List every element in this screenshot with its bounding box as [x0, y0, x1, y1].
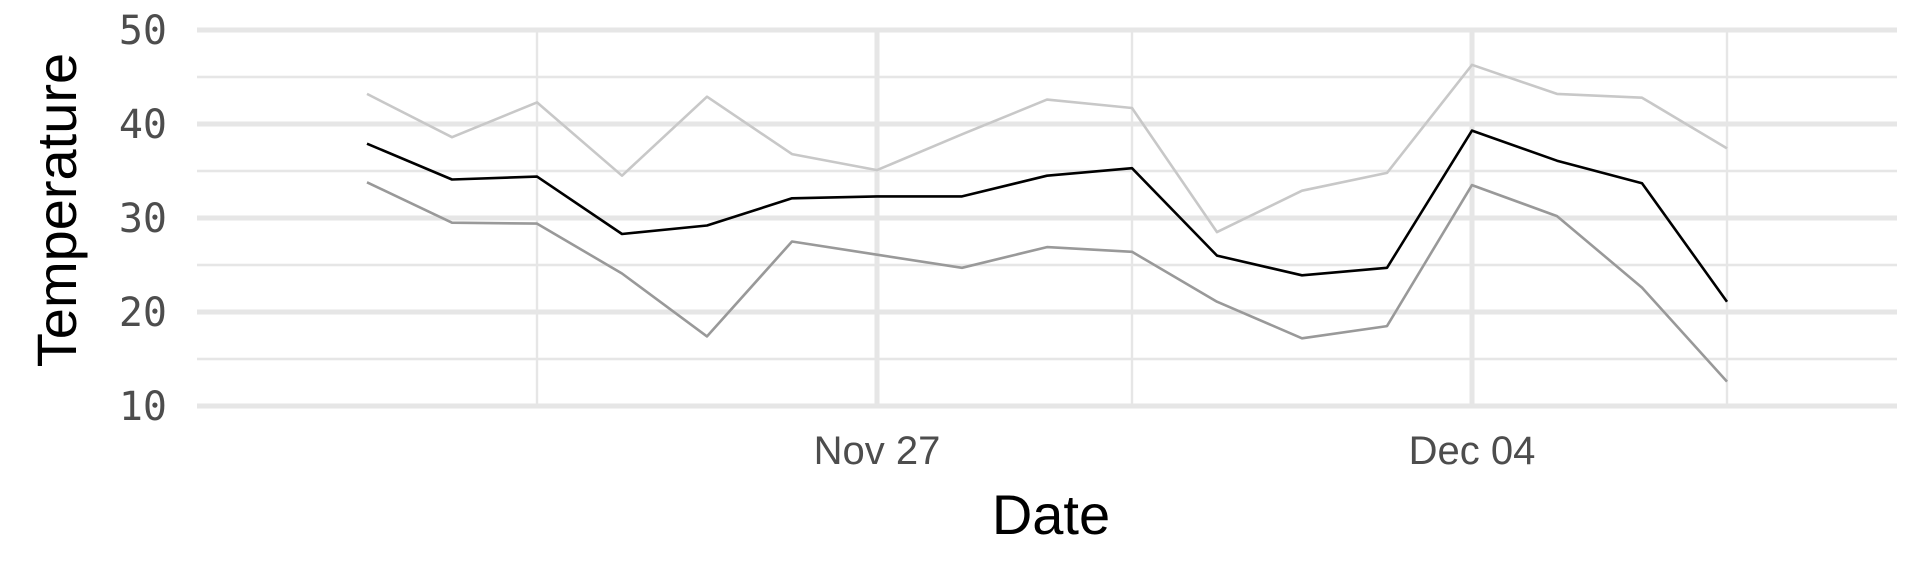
series-line-lower: [366, 181, 1728, 383]
y-axis-title: Temperature: [25, 53, 88, 367]
x-tick-labels: Nov 27 Dec 04: [814, 429, 1536, 473]
y-tick-labels: 10 20 30 40 50: [119, 8, 167, 430]
x-tick-label: Nov 27: [814, 429, 941, 473]
grid-lines: [197, 27, 1897, 409]
y-tick-label: 30: [119, 196, 167, 242]
x-tick-label: Dec 04: [1409, 429, 1536, 473]
series-lines: [366, 63, 1729, 383]
y-tick-label: 50: [119, 8, 167, 54]
series-line-mean: [366, 129, 1729, 303]
x-axis-title: Date: [992, 483, 1110, 546]
y-tick-label: 40: [119, 102, 167, 148]
series-line-upper: [366, 63, 1728, 234]
y-tick-label: 20: [119, 290, 167, 336]
y-tick-label: 10: [119, 384, 167, 430]
